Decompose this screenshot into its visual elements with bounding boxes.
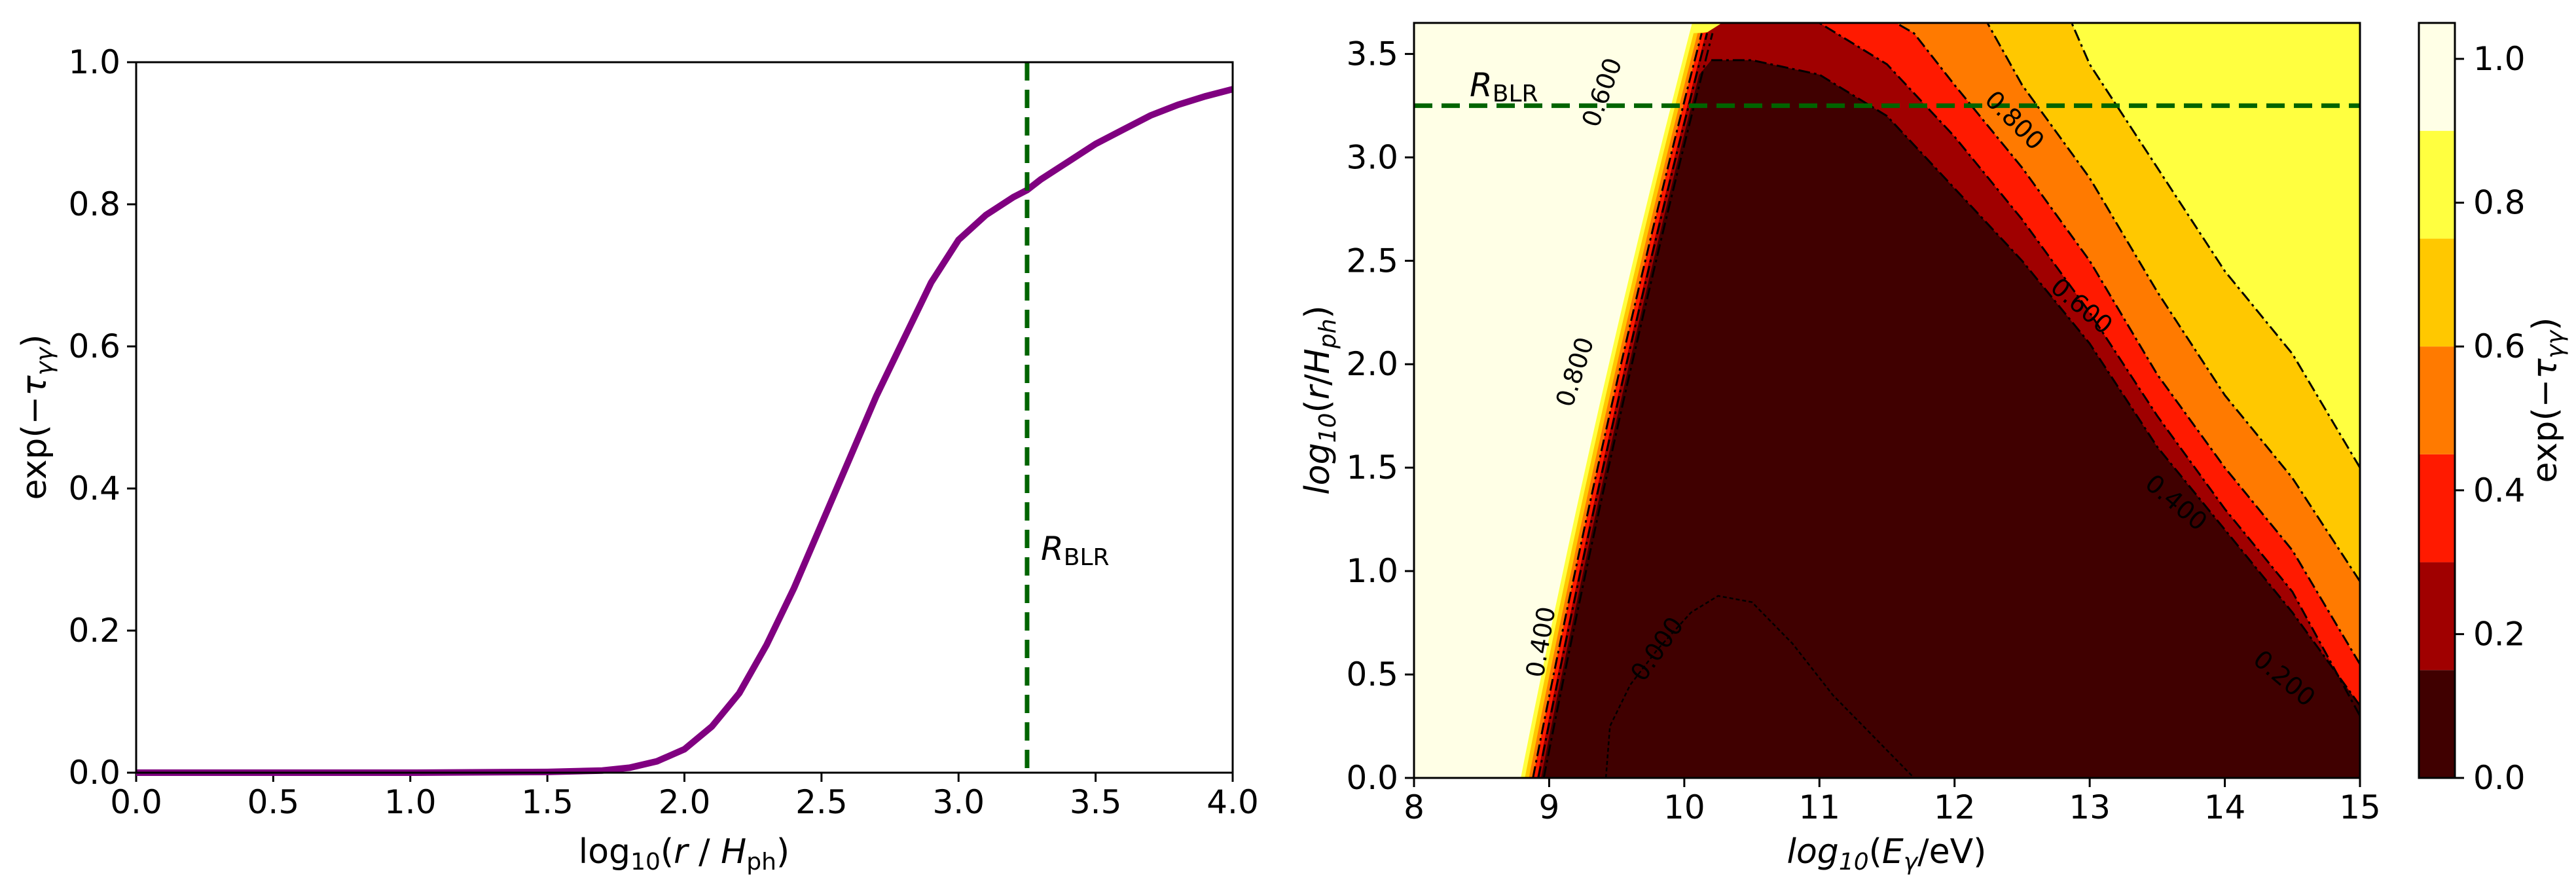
contour-line-right-3 — [1986, 23, 2360, 582]
right-yaxis-label: log10(r/Hph) — [1298, 305, 1341, 494]
y-tick-label: 0.6 — [68, 327, 120, 365]
contour-line-left-2 — [1532, 33, 1703, 778]
colorbar-segment — [2419, 562, 2455, 671]
colorbar-tick-label: 0.6 — [2473, 327, 2526, 365]
x-tick-label: 8 — [1404, 788, 1424, 826]
y-tick-label: 1.0 — [1346, 552, 1398, 590]
y-tick-label: 1.5 — [1346, 449, 1398, 487]
x-tick-label: 0.5 — [247, 783, 300, 821]
left-plot-frame — [135, 61, 1234, 774]
contour-line-left-0 — [1542, 33, 1714, 778]
right-plot-frame — [1413, 22, 2361, 779]
right-xaxis-label: log10(Eγ/eV) — [1787, 832, 1987, 875]
left-yaxis-label: exp(−τγγ) — [15, 335, 58, 500]
colorbar-tick-label: 0.4 — [2473, 471, 2526, 509]
right-chart: RBLR 0.6000.8000.4000.8000.6000.4000.200… — [1298, 22, 2381, 875]
left-plot-area — [136, 62, 1233, 773]
colorbar-segment — [2419, 346, 2455, 454]
y-tick-label: 1.0 — [68, 43, 120, 81]
colorbar: 0.0 0.2 0.4 0.6 0.8 1.0 — [2418, 22, 2526, 797]
y-tick-label: 0.8 — [68, 185, 120, 223]
colorbar-tick-label: 0.8 — [2473, 184, 2526, 222]
colorbar-tick-label: 0.2 — [2473, 615, 2526, 653]
x-tick-label: 3.0 — [932, 783, 985, 821]
x-tick-label: 4.0 — [1206, 783, 1259, 821]
contour-line-right-1 — [1811, 23, 2360, 716]
contour-line-right-2 — [1894, 23, 2360, 665]
left-chart: 0.0 0.5 1.0 1.5 2.0 2.5 3.0 3.5 4.0 0.0 0.2 0.4 0.6 0… — [15, 43, 1259, 875]
x-tick-label: 2.5 — [795, 783, 848, 821]
rblr-label: R — [1041, 530, 1064, 568]
y-tick-label: 0.5 — [1346, 655, 1398, 693]
rblr-sub-right: BLR — [1493, 81, 1538, 107]
y-tick-label: 0.0 — [1346, 759, 1398, 797]
rblr-sub: BLR — [1064, 544, 1110, 571]
contour-bands — [1521, 23, 2360, 778]
colorbar-label: exp(−τγγ) — [2526, 318, 2569, 483]
x-tick-label: 13 — [2069, 788, 2111, 826]
y-tick-label: 0.0 — [68, 754, 120, 792]
x-tick-label: 11 — [1798, 788, 1840, 826]
colorbar-segment — [2419, 670, 2455, 778]
colorbar-tick-label: 0.0 — [2473, 759, 2526, 797]
rblr-annotation-right: RBLR — [1470, 66, 1538, 107]
contour-line-left-1 — [1537, 33, 1709, 778]
x-tick-label: 3.5 — [1070, 783, 1122, 821]
rblr-annotation: RBLR — [1041, 530, 1110, 571]
colorbar-segment — [2419, 238, 2455, 347]
x-tick-label: 12 — [1934, 788, 1976, 826]
y-tick-label: 3.5 — [1346, 35, 1398, 73]
colorbar-segment — [2419, 130, 2455, 239]
colorbar-tick-label: 1.0 — [2473, 40, 2526, 78]
x-tick-label: 1.0 — [384, 783, 437, 821]
colorbar-segment — [2419, 454, 2455, 562]
y-tick-label: 0.2 — [68, 612, 120, 650]
y-tick-label: 0.4 — [68, 470, 120, 507]
contour-line-zero — [1605, 595, 1915, 778]
rblr-label-right: R — [1470, 66, 1493, 104]
colorbar-frame — [2418, 22, 2456, 779]
x-tick-label: 10 — [1663, 788, 1705, 826]
colorbar-segment — [2419, 23, 2455, 131]
contour-line-right-0 — [1711, 59, 2360, 707]
contour-line-right-4 — [2070, 23, 2360, 468]
line-series-transmission — [136, 86, 1234, 776]
y-tick-label: 2.5 — [1346, 242, 1398, 280]
y-tick-label: 2.0 — [1346, 345, 1398, 383]
x-tick-label: 9 — [1539, 788, 1560, 826]
x-tick-label: 1.5 — [521, 783, 573, 821]
contour-lines — [1532, 23, 2360, 778]
band-0.0-0.15 — [1541, 60, 2360, 778]
y-tick-label: 3.0 — [1346, 138, 1398, 176]
x-tick-label: 0.0 — [110, 783, 162, 821]
left-xaxis-label: log10(r / Hph) — [579, 832, 789, 875]
x-tick-label: 14 — [2204, 788, 2246, 826]
x-tick-label: 15 — [2339, 788, 2381, 826]
x-tick-label: 2.0 — [659, 783, 711, 821]
